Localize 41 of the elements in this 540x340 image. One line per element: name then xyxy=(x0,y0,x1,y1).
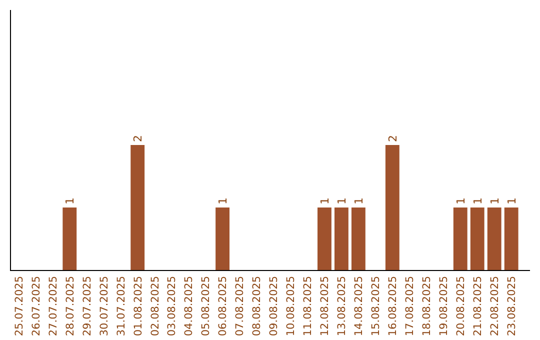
x-tick-label: 30.07.2025 xyxy=(98,276,110,336)
x-tick-label: 28.07.2025 xyxy=(64,276,76,336)
x-tick-label: 07.08.2025 xyxy=(234,276,246,336)
x-tick-label: 12.08.2025 xyxy=(319,276,332,336)
x-tick-label: 01.08.2025 xyxy=(132,276,144,336)
x-tick-label: 21.08.2025 xyxy=(472,276,484,336)
x-tick-label: 22.08.2025 xyxy=(489,276,502,336)
data-label: 1 xyxy=(335,198,348,204)
x-tick-label: 16.08.2025 xyxy=(387,276,400,336)
x-tick-label: 26.07.2025 xyxy=(30,276,42,336)
data-label: 2 xyxy=(132,135,145,142)
data-label: 1 xyxy=(488,198,502,204)
x-tick-label: 15.08.2025 xyxy=(370,276,382,336)
x-tick-label: 31.07.2025 xyxy=(115,276,128,336)
x-tick-label: 13.08.2025 xyxy=(336,276,348,336)
x-tick-label: 03.08.2025 xyxy=(166,276,178,336)
x-tick-label: 06.08.2025 xyxy=(217,276,230,336)
x-tick-label: 20.08.2025 xyxy=(455,276,468,336)
x-tick-label: 08.08.2025 xyxy=(251,276,264,336)
x-tick-label: 18.08.2025 xyxy=(421,276,434,336)
x-tick-label: 27.07.2025 xyxy=(47,276,60,336)
x-tick-label: 10.08.2025 xyxy=(285,276,298,336)
x-tick-label: 11.08.2025 xyxy=(302,276,314,336)
data-label: 1 xyxy=(505,198,518,204)
x-tick-label: 09.08.2025 xyxy=(268,276,280,336)
x-tick-label: 25.07.2025 xyxy=(13,276,26,336)
x-tick-label: 04.08.2025 xyxy=(183,276,196,336)
x-tick-label: 29.07.2025 xyxy=(81,276,94,336)
data-label: 1 xyxy=(64,198,77,204)
data-label: 1 xyxy=(318,198,332,204)
x-tick-label: 19.08.2025 xyxy=(438,276,450,336)
x-tick-label: 02.08.2025 xyxy=(149,276,162,336)
data-label: 2 xyxy=(386,135,400,142)
x-tick-label: 14.08.2025 xyxy=(353,276,366,336)
x-tick-label: 23.08.2025 xyxy=(506,276,518,336)
data-label: 1 xyxy=(454,198,468,204)
data-label: 1 xyxy=(352,198,366,204)
x-tick-label: 17.08.2025 xyxy=(404,276,416,336)
data-label: 1 xyxy=(216,198,230,204)
data-label: 1 xyxy=(471,198,484,204)
x-tick-label: 05.08.2025 xyxy=(200,276,212,336)
